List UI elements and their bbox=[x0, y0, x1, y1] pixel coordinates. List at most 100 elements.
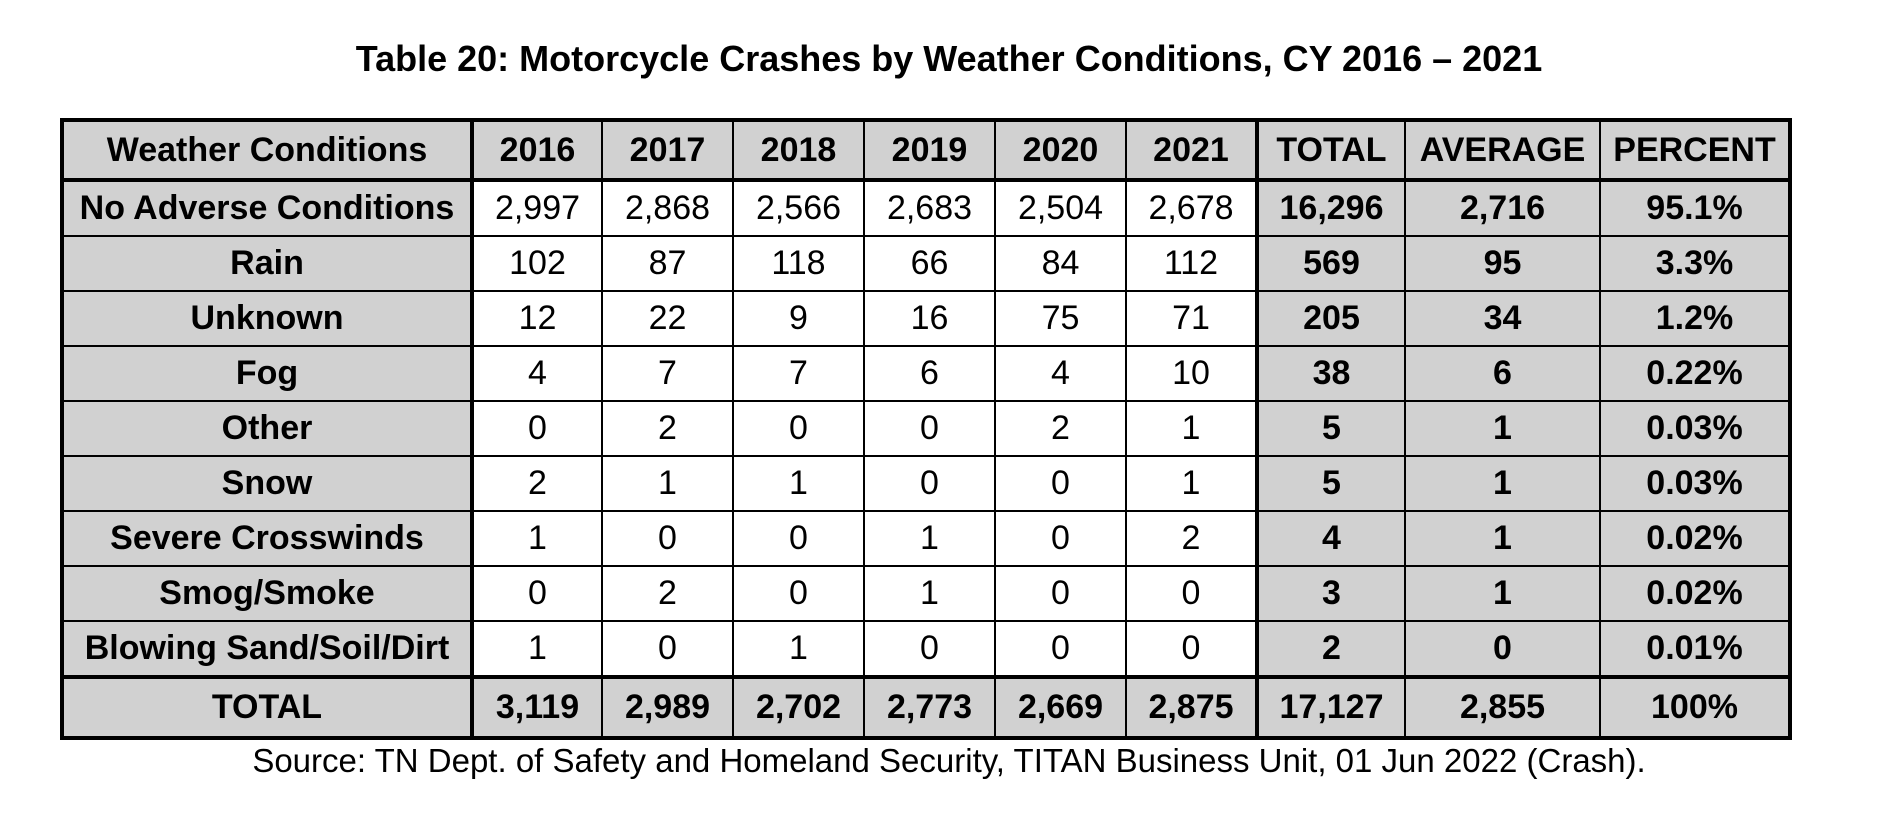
percent-cell: 3.3% bbox=[1599, 235, 1791, 292]
year-cell: 1 bbox=[863, 565, 996, 622]
year-cell: 0 bbox=[470, 565, 603, 622]
total-cell: 569 bbox=[1255, 235, 1406, 292]
year-cell: 22 bbox=[601, 290, 734, 347]
year-cell: 3,119 bbox=[470, 675, 603, 739]
year-cell: 112 bbox=[1125, 235, 1258, 292]
year-cell: 2,997 bbox=[470, 179, 603, 237]
column-header: PERCENT bbox=[1599, 119, 1791, 182]
row-label: Fog bbox=[61, 345, 473, 402]
average-cell: 2,716 bbox=[1404, 179, 1601, 237]
column-header: Weather Conditions bbox=[61, 119, 473, 182]
total-cell: 17,127 bbox=[1255, 675, 1406, 739]
year-cell: 2,678 bbox=[1125, 179, 1258, 237]
column-header: 2016 bbox=[470, 119, 603, 182]
year-cell: 0 bbox=[994, 620, 1127, 678]
row-label: Blowing Sand/Soil/Dirt bbox=[61, 620, 473, 678]
percent-cell: 0.03% bbox=[1599, 400, 1791, 457]
percent-cell: 1.2% bbox=[1599, 290, 1791, 347]
total-row: TOTAL 3,119 2,989 2,702 2,773 2,669 2,875 17,12… bbox=[61, 675, 1791, 739]
average-cell: 6 bbox=[1404, 345, 1601, 402]
column-header: 2018 bbox=[732, 119, 865, 182]
year-cell: 2,702 bbox=[732, 675, 865, 739]
weather-crash-table: Weather Conditions 2016 2017 2018 2019 2020 20… bbox=[60, 118, 1792, 740]
year-cell: 0 bbox=[863, 455, 996, 512]
table-body: No Adverse Conditions 2,997 2,868 2,566 2,68… bbox=[61, 179, 1791, 739]
year-cell: 2,868 bbox=[601, 179, 734, 237]
row-label: Unknown bbox=[61, 290, 473, 347]
year-cell: 71 bbox=[1125, 290, 1258, 347]
year-cell: 0 bbox=[1125, 620, 1258, 678]
table-row: Snow 2 1 1 0 0 1 5 1 0.03% bbox=[61, 455, 1791, 512]
year-cell: 4 bbox=[470, 345, 603, 402]
year-cell: 0 bbox=[1125, 565, 1258, 622]
total-cell: 3 bbox=[1255, 565, 1406, 622]
table-row: Severe Crosswinds 1 0 0 1 0 2 4 1 0.02% bbox=[61, 510, 1791, 567]
table-row: No Adverse Conditions 2,997 2,868 2,566 2,68… bbox=[61, 179, 1791, 237]
average-cell: 34 bbox=[1404, 290, 1601, 347]
year-cell: 2 bbox=[601, 400, 734, 457]
year-cell: 1 bbox=[470, 510, 603, 567]
year-cell: 2,504 bbox=[994, 179, 1127, 237]
year-cell: 2,566 bbox=[732, 179, 865, 237]
table-row: Blowing Sand/Soil/Dirt 1 0 1 0 0 0 2 0 0.01% bbox=[61, 620, 1791, 678]
average-cell: 1 bbox=[1404, 400, 1601, 457]
total-cell: 5 bbox=[1255, 455, 1406, 512]
year-cell: 0 bbox=[863, 400, 996, 457]
column-header: TOTAL bbox=[1255, 119, 1406, 182]
year-cell: 0 bbox=[863, 620, 996, 678]
table-title: Table 20: Motorcycle Crashes by Weather … bbox=[355, 38, 1543, 79]
year-cell: 102 bbox=[470, 235, 603, 292]
year-cell: 2,683 bbox=[863, 179, 996, 237]
year-cell: 1 bbox=[1125, 455, 1258, 512]
column-header: 2019 bbox=[863, 119, 996, 182]
year-cell: 75 bbox=[994, 290, 1127, 347]
table-row: Fog 4 7 7 6 4 10 38 6 0.22% bbox=[61, 345, 1791, 402]
total-cell: 205 bbox=[1255, 290, 1406, 347]
year-cell: 12 bbox=[470, 290, 603, 347]
year-cell: 10 bbox=[1125, 345, 1258, 402]
year-cell: 0 bbox=[470, 400, 603, 457]
year-cell: 2 bbox=[994, 400, 1127, 457]
average-cell: 1 bbox=[1404, 455, 1601, 512]
source-note: Source: TN Dept. of Safety and Homeland … bbox=[252, 742, 1646, 779]
percent-cell: 0.22% bbox=[1599, 345, 1791, 402]
year-cell: 2,773 bbox=[863, 675, 996, 739]
year-cell: 66 bbox=[863, 235, 996, 292]
header-row: Weather Conditions 2016 2017 2018 2019 2020 20… bbox=[61, 119, 1791, 182]
table-row: Rain 102 87 118 66 84 112 569 95 3.3% bbox=[61, 235, 1791, 292]
percent-cell: 95.1% bbox=[1599, 179, 1791, 237]
year-cell: 2,669 bbox=[994, 675, 1127, 739]
year-cell: 0 bbox=[732, 510, 865, 567]
percent-cell: 0.02% bbox=[1599, 565, 1791, 622]
table-row: Smog/Smoke 0 2 0 1 0 0 3 1 0.02% bbox=[61, 565, 1791, 622]
year-cell: 118 bbox=[732, 235, 865, 292]
percent-cell: 0.02% bbox=[1599, 510, 1791, 567]
year-cell: 2 bbox=[601, 565, 734, 622]
average-cell: 0 bbox=[1404, 620, 1601, 678]
row-label: No Adverse Conditions bbox=[61, 179, 473, 237]
total-cell: 38 bbox=[1255, 345, 1406, 402]
average-cell: 2,855 bbox=[1404, 675, 1601, 739]
year-cell: 0 bbox=[994, 455, 1127, 512]
table-row: Unknown 12 22 9 16 75 71 205 34 1.2% bbox=[61, 290, 1791, 347]
average-cell: 1 bbox=[1404, 510, 1601, 567]
percent-cell: 100% bbox=[1599, 675, 1791, 739]
table-row: Other 0 2 0 0 2 1 5 1 0.03% bbox=[61, 400, 1791, 457]
year-cell: 1 bbox=[732, 455, 865, 512]
total-cell: 5 bbox=[1255, 400, 1406, 457]
year-cell: 0 bbox=[601, 510, 734, 567]
total-cell: 2 bbox=[1255, 620, 1406, 678]
year-cell: 2 bbox=[470, 455, 603, 512]
percent-cell: 0.03% bbox=[1599, 455, 1791, 512]
percent-cell: 0.01% bbox=[1599, 620, 1791, 678]
year-cell: 0 bbox=[601, 620, 734, 678]
year-cell: 1 bbox=[601, 455, 734, 512]
year-cell: 0 bbox=[994, 510, 1127, 567]
year-cell: 9 bbox=[732, 290, 865, 347]
row-label: Other bbox=[61, 400, 473, 457]
year-cell: 1 bbox=[863, 510, 996, 567]
year-cell: 0 bbox=[994, 565, 1127, 622]
row-label: TOTAL bbox=[61, 675, 473, 739]
column-header: 2020 bbox=[994, 119, 1127, 182]
row-label: Smog/Smoke bbox=[61, 565, 473, 622]
